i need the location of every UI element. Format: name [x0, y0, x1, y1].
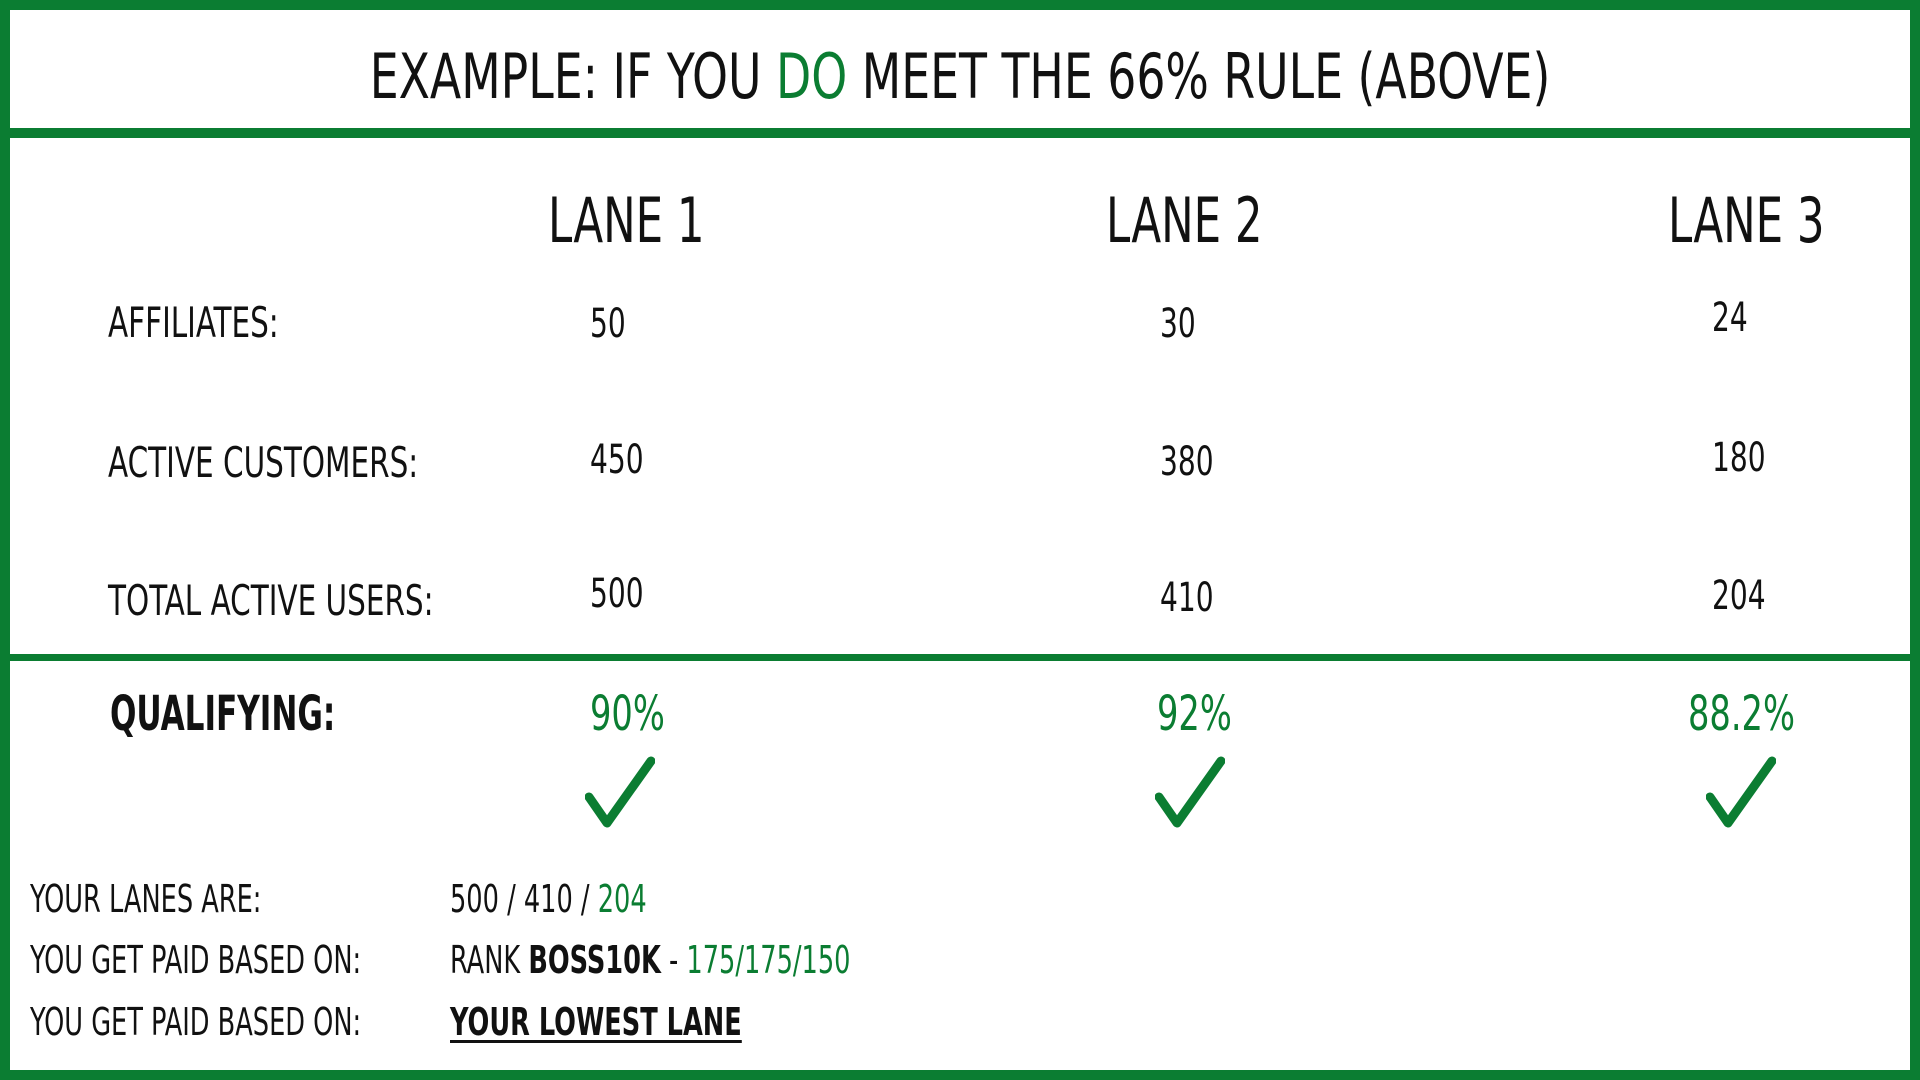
total-active-users-lane-2: 410 — [1160, 575, 1214, 621]
your-lanes-highlight: 204 — [597, 877, 647, 921]
title-prefix: EXAMPLE: IF YOU — [369, 40, 777, 113]
total-active-users-lane-1: 500 — [590, 571, 644, 617]
checkmark-icon — [1155, 756, 1225, 828]
rank-prefix: RANK — [450, 938, 529, 982]
qualifying-divider — [0, 654, 1920, 661]
qualifying-lane-2: 92% — [1157, 686, 1232, 742]
your-lanes-value: 500 / 410 / 204 — [450, 880, 647, 918]
lane-2-header: LANE 2 — [1106, 184, 1263, 257]
title-highlight: DO — [776, 40, 848, 113]
qualifying-label: QUALIFYING: — [110, 686, 336, 742]
active-customers-lane-1: 450 — [590, 437, 644, 483]
your-lanes-label: YOUR LANES ARE: — [30, 877, 262, 921]
affiliates-lane-2: 30 — [1160, 301, 1196, 347]
qualifying-lane-1: 90% — [590, 686, 665, 742]
active-customers-lane-3: 180 — [1712, 435, 1766, 481]
lowest-lane-value: YOUR LOWEST LANE — [450, 1000, 742, 1044]
title-suffix: MEET THE 66% RULE (ABOVE) — [847, 40, 1551, 113]
paid-based-on-label-2: YOU GET PAID BASED ON: — [30, 1000, 362, 1044]
paid-based-on-rank: RANK BOSS10K - 175/175/150 — [450, 941, 850, 979]
your-lanes-plain: 500 / 410 / — [450, 877, 598, 921]
qualifying-lane-3: 88.2% — [1688, 686, 1795, 742]
checkmark-icon — [585, 756, 655, 828]
title-divider — [0, 128, 1920, 138]
rank-values: 175/175/150 — [686, 938, 851, 982]
paid-based-on-label-1: YOU GET PAID BASED ON: — [30, 938, 362, 982]
affiliates-lane-1: 50 — [590, 301, 626, 347]
lane-3-header: LANE 3 — [1668, 184, 1825, 257]
active-customers-lane-2: 380 — [1160, 439, 1214, 485]
rank-dash: - — [660, 938, 687, 982]
row-label-active-customers: ACTIVE CUSTOMERS: — [108, 438, 419, 487]
row-label-affiliates: AFFILIATES: — [108, 298, 279, 347]
rank-name: BOSS10K — [528, 938, 661, 982]
affiliates-lane-3: 24 — [1712, 295, 1748, 341]
checkmark-icon — [1706, 756, 1776, 828]
row-label-total-active-users: TOTAL ACTIVE USERS: — [108, 576, 434, 625]
lane-1-header: LANE 1 — [548, 184, 705, 257]
total-active-users-lane-3: 204 — [1712, 573, 1766, 619]
page-title: EXAMPLE: IF YOU DO MEET THE 66% RULE (AB… — [173, 46, 1747, 108]
